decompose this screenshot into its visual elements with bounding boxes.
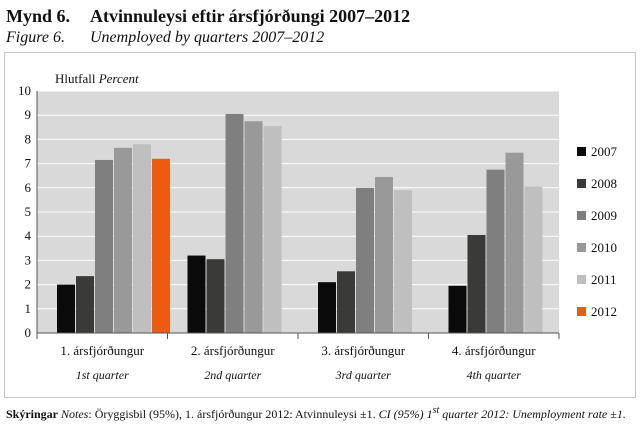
footnote-label: Skýringar — [6, 407, 59, 421]
bar-2010-q1 — [114, 147, 132, 333]
bar-2010-q4 — [505, 152, 524, 333]
bar-2009-q2 — [225, 113, 244, 333]
bar-2011-q4 — [524, 186, 543, 333]
bar-2008-q4 — [467, 234, 486, 333]
footnote-notes-label: Notes — [61, 407, 89, 421]
bar-2012-q1 — [152, 158, 170, 333]
bar-2009-q1 — [95, 159, 113, 333]
y-axis-label: Hlutfall Percent — [55, 71, 139, 86]
footnote-en-pre: CI (95%) 1 — [378, 407, 433, 421]
bar-2009-q3 — [356, 187, 374, 333]
legend-label-2009: 2009 — [591, 208, 617, 223]
y-tick-label: 0 — [25, 325, 32, 340]
figure-label-icelandic: Mynd 6. — [6, 6, 71, 26]
y-tick-label: 4 — [25, 228, 32, 243]
bar-chart: 0 1 2 3 4 5 6 7 8 9 10 Hlutfall Percent 1. ársfjórðu… — [18, 71, 618, 382]
figure-label-english: Figure 6. — [6, 29, 65, 46]
y-tick-label: 3 — [25, 252, 32, 267]
x-tick-label-english: 3rd quarter — [335, 368, 392, 382]
x-tick-label-english: 1st quarter — [76, 368, 129, 382]
y-tick-label: 5 — [25, 204, 32, 219]
x-tick-label-icelandic: 1. ársfjórðungur — [60, 343, 144, 358]
legend-label-2012: 2012 — [591, 304, 617, 319]
bar-2008-q1 — [76, 276, 94, 333]
legend-label-2008: 2008 — [591, 176, 617, 191]
legend-swatch-2010 — [577, 243, 586, 252]
legend-swatch-2011 — [577, 275, 586, 284]
y-axis-label-icelandic: Hlutfall — [55, 71, 99, 86]
x-tick-label-english: 2nd quarter — [204, 368, 261, 382]
y-tick-label: 2 — [25, 277, 32, 292]
bar-2010-q2 — [244, 121, 263, 333]
y-tick-label: 8 — [25, 131, 32, 146]
legend-swatch-2012 — [577, 307, 586, 316]
footnote-en-post: quarter 2012: Unemployment rate ±1. — [439, 407, 626, 421]
bar-2008-q2 — [206, 259, 225, 333]
x-tick-label-icelandic: 2. ársfjórðungur — [191, 343, 275, 358]
chart-frame: 0 1 2 3 4 5 6 7 8 9 10 Hlutfall Percent 1. ársfjórðu… — [4, 52, 636, 398]
bar-2007-q1 — [57, 284, 75, 333]
legend-swatch-2007 — [577, 147, 586, 156]
x-tick-label-icelandic: 3. ársfjórðungur — [321, 343, 405, 358]
bar-2007-q2 — [187, 255, 206, 333]
footnote-en-superscript: st — [432, 405, 440, 416]
y-tick-label: 7 — [25, 156, 32, 171]
x-tick-label-english: 4th quarter — [467, 368, 522, 382]
figure-title-block: Mynd 6. Atvinnuleysi eftir ársfjórðungi … — [6, 6, 410, 52]
bar-2011-q2 — [263, 126, 282, 333]
y-axis-label-english: Percent — [98, 71, 139, 86]
legend-swatch-2009 — [577, 211, 586, 220]
y-tick-label: 10 — [18, 83, 31, 98]
figure-title-english: Figure 6. Unemployed by quarters 2007–20… — [6, 29, 410, 52]
bar-2008-q3 — [337, 271, 355, 333]
legend-label-2010: 2010 — [591, 240, 617, 255]
figure-title-text-icelandic: Atvinnuleysi eftir ársfjórðungi 2007–201… — [90, 6, 411, 26]
bar-2011-q1 — [133, 144, 151, 333]
x-tick-label-icelandic: 4. ársfjórðungur — [452, 343, 536, 358]
y-tick-label: 6 — [25, 180, 32, 195]
bar-2009-q4 — [486, 169, 505, 333]
footnote: Skýringar Notes: Öryggisbil (95%), 1. ár… — [6, 404, 634, 421]
bar-2007-q3 — [318, 282, 336, 333]
figure-title-icelandic: Mynd 6. Atvinnuleysi eftir ársfjórðungi … — [6, 6, 410, 29]
bar-2007-q4 — [448, 285, 467, 333]
legend-label-2007: 2007 — [591, 144, 618, 159]
figure-title-text-english: Unemployed by quarters 2007–2012 — [90, 29, 325, 46]
footnote-text-icelandic: : Öryggisbil (95%), 1. ársfjórðungur 201… — [88, 407, 376, 421]
footnote-text-english: CI (95%) 1st quarter 2012: Unemployment … — [378, 405, 626, 421]
legend-swatch-2008 — [577, 179, 586, 188]
y-tick-label: 1 — [25, 301, 32, 316]
bar-2011-q3 — [394, 190, 412, 333]
bar-2010-q3 — [375, 176, 393, 333]
legend-label-2011: 2011 — [591, 272, 617, 287]
y-tick-label: 9 — [25, 107, 32, 122]
